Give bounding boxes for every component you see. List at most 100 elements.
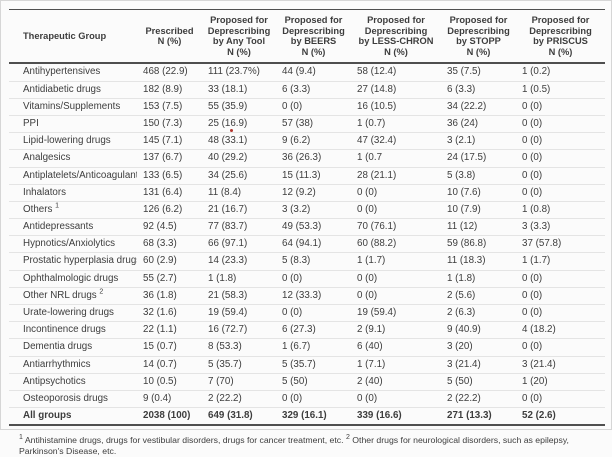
value-cell: 10 (0.5) — [137, 373, 202, 391]
value-cell: 9 (40.9) — [441, 321, 516, 340]
value-cell: 44 (9.4) — [276, 63, 351, 82]
value-cell: 7 (70) — [202, 373, 276, 391]
value-cell: 55 (2.7) — [137, 270, 202, 288]
footnote-ref: 1 — [55, 202, 60, 210]
table-footnote: 1 Antihistamine drugs, drugs for vestibu… — [19, 434, 569, 457]
value-cell: 6 (3.3) — [276, 81, 351, 99]
table-row: Vitamins/Supplements 153 (7.5) 55 (35.9) 0 … — [9, 98, 605, 116]
column-header-less-chron: Proposed for Deprescribing by LESS-CHRON N … — [358, 15, 434, 57]
value-cell: 66 (97.1) — [202, 235, 276, 254]
value-cell: 150 (7.3) — [137, 115, 202, 134]
value-cell: 68 (3.3) — [137, 235, 202, 254]
value-cell: 339 (16.6) — [351, 407, 441, 427]
value-cell: 25 (16.9) — [202, 115, 276, 134]
value-cell: 126 (6.2) — [137, 201, 202, 220]
column-header-therapeutic-group: Therapeutic Group — [23, 30, 107, 41]
value-cell: 1 (0.7 — [351, 149, 441, 168]
value-cell: 16 (72.7) — [202, 321, 276, 340]
value-cell: 10 (7.9) — [441, 201, 516, 220]
table-body: Antihypertensives 468 (22.9) 111 (23.7%) 44… — [9, 63, 605, 427]
group-label: Antiplatelets/Anticoagulants — [9, 167, 137, 185]
table-row: Osteoporosis drugs 9 (0.4) 2 (22.2) 0 (0) 0 … — [9, 390, 605, 409]
value-cell: 0 (0) — [516, 167, 605, 185]
group-label: Urate-lowering drugs — [9, 304, 137, 323]
value-cell: 22 (1.1) — [137, 321, 202, 340]
value-cell: 21 (16.7) — [202, 201, 276, 220]
value-cell: 32 (1.6) — [137, 304, 202, 323]
value-cell: 0 (0) — [276, 390, 351, 409]
value-cell: 0 (0) — [516, 287, 605, 306]
value-cell: 24 (17.5) — [441, 149, 516, 168]
value-cell: 60 (88.2) — [351, 235, 441, 254]
column-header-priscus: Proposed for Deprescribing by PRISCUS N (%) — [529, 15, 592, 57]
value-cell: 11 (18.3) — [441, 252, 516, 271]
value-cell: 133 (6.5) — [137, 167, 202, 185]
value-cell: 2 (40) — [351, 373, 441, 391]
value-cell: 64 (94.1) — [276, 235, 351, 254]
value-cell: 6 (40) — [351, 338, 441, 357]
value-cell: 60 (2.9) — [137, 252, 202, 271]
column-header-any-tool: Proposed for Deprescribing by Any Tool N (%… — [207, 15, 271, 57]
value-cell: 182 (8.9) — [137, 81, 202, 99]
value-cell: 8 (53.3) — [202, 338, 276, 357]
value-cell: 19 (59.4) — [351, 304, 441, 323]
value-cell: 92 (4.5) — [137, 218, 202, 237]
group-label: Antidepressants — [9, 218, 137, 237]
value-cell: 1 (0.2) — [516, 63, 605, 82]
value-cell: 35 (7.5) — [441, 63, 516, 82]
value-cell: 1 (20) — [516, 373, 605, 391]
value-cell: 1 (1.8) — [202, 270, 276, 288]
value-cell: 11 (12) — [441, 218, 516, 237]
value-cell: 1 (7.1) — [351, 356, 441, 374]
value-cell: 2 (22.2) — [441, 390, 516, 409]
value-cell: 47 (32.4) — [351, 132, 441, 151]
table-row: Inhalators 131 (6.4) 11 (8.4) 12 (9.2) 0 (0)… — [9, 184, 605, 202]
table-row: Prostatic hyperplasia drugs 60 (2.9) 14 (2… — [9, 252, 605, 271]
value-cell: 2 (6.3) — [441, 304, 516, 323]
group-label: Inhalators — [9, 184, 137, 202]
value-cell: 111 (23.7%) — [202, 63, 276, 82]
group-label: Antipsychotics — [9, 373, 137, 391]
value-cell: 0 (0) — [516, 98, 605, 116]
value-cell: 36 (24) — [441, 115, 516, 134]
value-cell: 3 (3.2) — [276, 201, 351, 220]
value-cell: 1 (1.8) — [441, 270, 516, 288]
value-cell: 5 (50) — [441, 373, 516, 391]
table-row: Other NRL drugs 2 36 (1.8) 21 (58.3) 12 (33… — [9, 287, 605, 306]
group-label: Analgesics — [9, 149, 137, 168]
value-cell: 15 (11.3) — [276, 167, 351, 185]
value-cell: 5 (35.7) — [276, 356, 351, 374]
value-cell: 10 (7.6) — [441, 184, 516, 202]
table-row: Ophthalmologic drugs 55 (2.7) 1 (1.8) 0 (0)… — [9, 270, 605, 288]
value-cell: 11 (8.4) — [202, 184, 276, 202]
value-cell: 0 (0) — [516, 149, 605, 168]
value-cell: 1 (6.7) — [276, 338, 351, 357]
group-label: Prostatic hyperplasia drugs — [9, 252, 137, 271]
value-cell: 1 (0.5) — [516, 81, 605, 99]
table-row: PPI 150 (7.3) 25 (16.9) 57 (38) 1 (0.7) 36 (2… — [9, 115, 605, 134]
group-label: Incontinence drugs — [9, 321, 137, 340]
value-cell: 27 (14.8) — [351, 81, 441, 99]
group-label: PPI — [9, 115, 137, 134]
value-cell: 0 (0) — [516, 132, 605, 151]
value-cell: 0 (0) — [351, 390, 441, 409]
table-row: Antidiabetic drugs 182 (8.9) 33 (18.1) 6 (3… — [9, 81, 605, 99]
value-cell: 153 (7.5) — [137, 98, 202, 116]
value-cell: 649 (31.8) — [202, 407, 276, 427]
value-cell: 70 (76.1) — [351, 218, 441, 237]
value-cell: 5 (35.7) — [202, 356, 276, 374]
red-marker-dot — [230, 128, 233, 132]
table-row: Dementia drugs 15 (0.7) 8 (53.3) 1 (6.7) 6 (… — [9, 338, 605, 357]
value-cell: 55 (35.9) — [202, 98, 276, 116]
table-row: Antiarrhythmics 14 (0.7) 5 (35.7) 5 (35.7) 1… — [9, 356, 605, 374]
table-row: Lipid-lowering drugs 145 (7.1) 48 (33.1) 9 … — [9, 132, 605, 151]
value-cell: 0 (0) — [276, 270, 351, 288]
value-cell: 49 (53.3) — [276, 218, 351, 237]
value-cell: 36 (26.3) — [276, 149, 351, 168]
group-label: Ophthalmologic drugs — [9, 270, 137, 288]
group-label: Dementia drugs — [9, 338, 137, 357]
value-cell: 271 (13.3) — [441, 407, 516, 427]
value-cell: 34 (25.6) — [202, 167, 276, 185]
value-cell: 19 (59.4) — [202, 304, 276, 323]
